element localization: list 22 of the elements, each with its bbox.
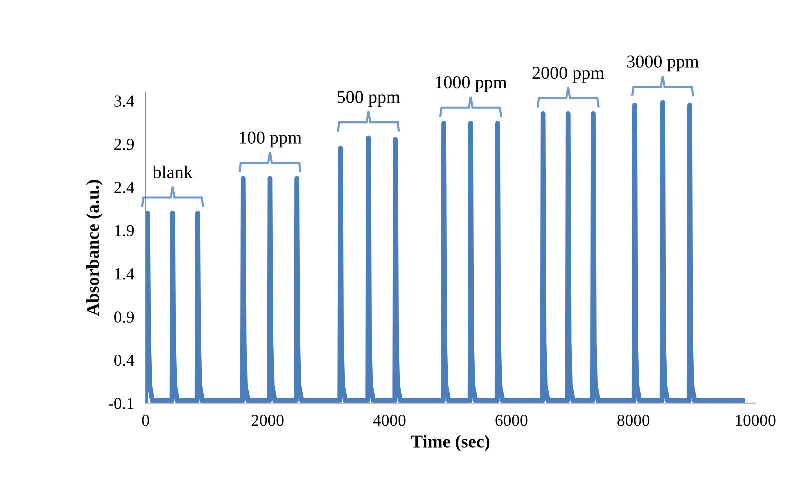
- x-tick-label: 4000: [373, 414, 406, 426]
- annotation: 500 ppm: [338, 91, 400, 108]
- annotation: 1000 ppm: [436, 76, 508, 92]
- y-tick-label: 2.9: [114, 138, 134, 150]
- y-axis-title: Absorbance (a.u.): [86, 180, 103, 316]
- x-tick-label: 0: [142, 414, 150, 426]
- y-tick-label: -0.1: [108, 398, 134, 410]
- x-axis-title: Time (sec): [411, 435, 490, 452]
- annotation: 3000 ppm: [627, 56, 700, 72]
- y-tick-label: 2.4: [114, 182, 134, 194]
- x-tick-label: 2000: [252, 414, 284, 426]
- y-tick-label: 1.9: [115, 225, 134, 237]
- y-tick-label: 3.4: [114, 96, 134, 107]
- y-tick-label: 0.4: [114, 354, 134, 366]
- y-tick-label: 0.9: [114, 312, 134, 323]
- x-tick-label: 8000: [618, 414, 650, 426]
- x-tick-label: 6000: [496, 414, 528, 426]
- y-tick-label: 1.4: [115, 268, 134, 280]
- x-tick-label: 10000: [736, 414, 776, 426]
- annotation: 2000 ppm: [532, 66, 604, 83]
- annotation: blank: [152, 166, 193, 179]
- annotation: 100 ppm: [240, 132, 302, 148]
